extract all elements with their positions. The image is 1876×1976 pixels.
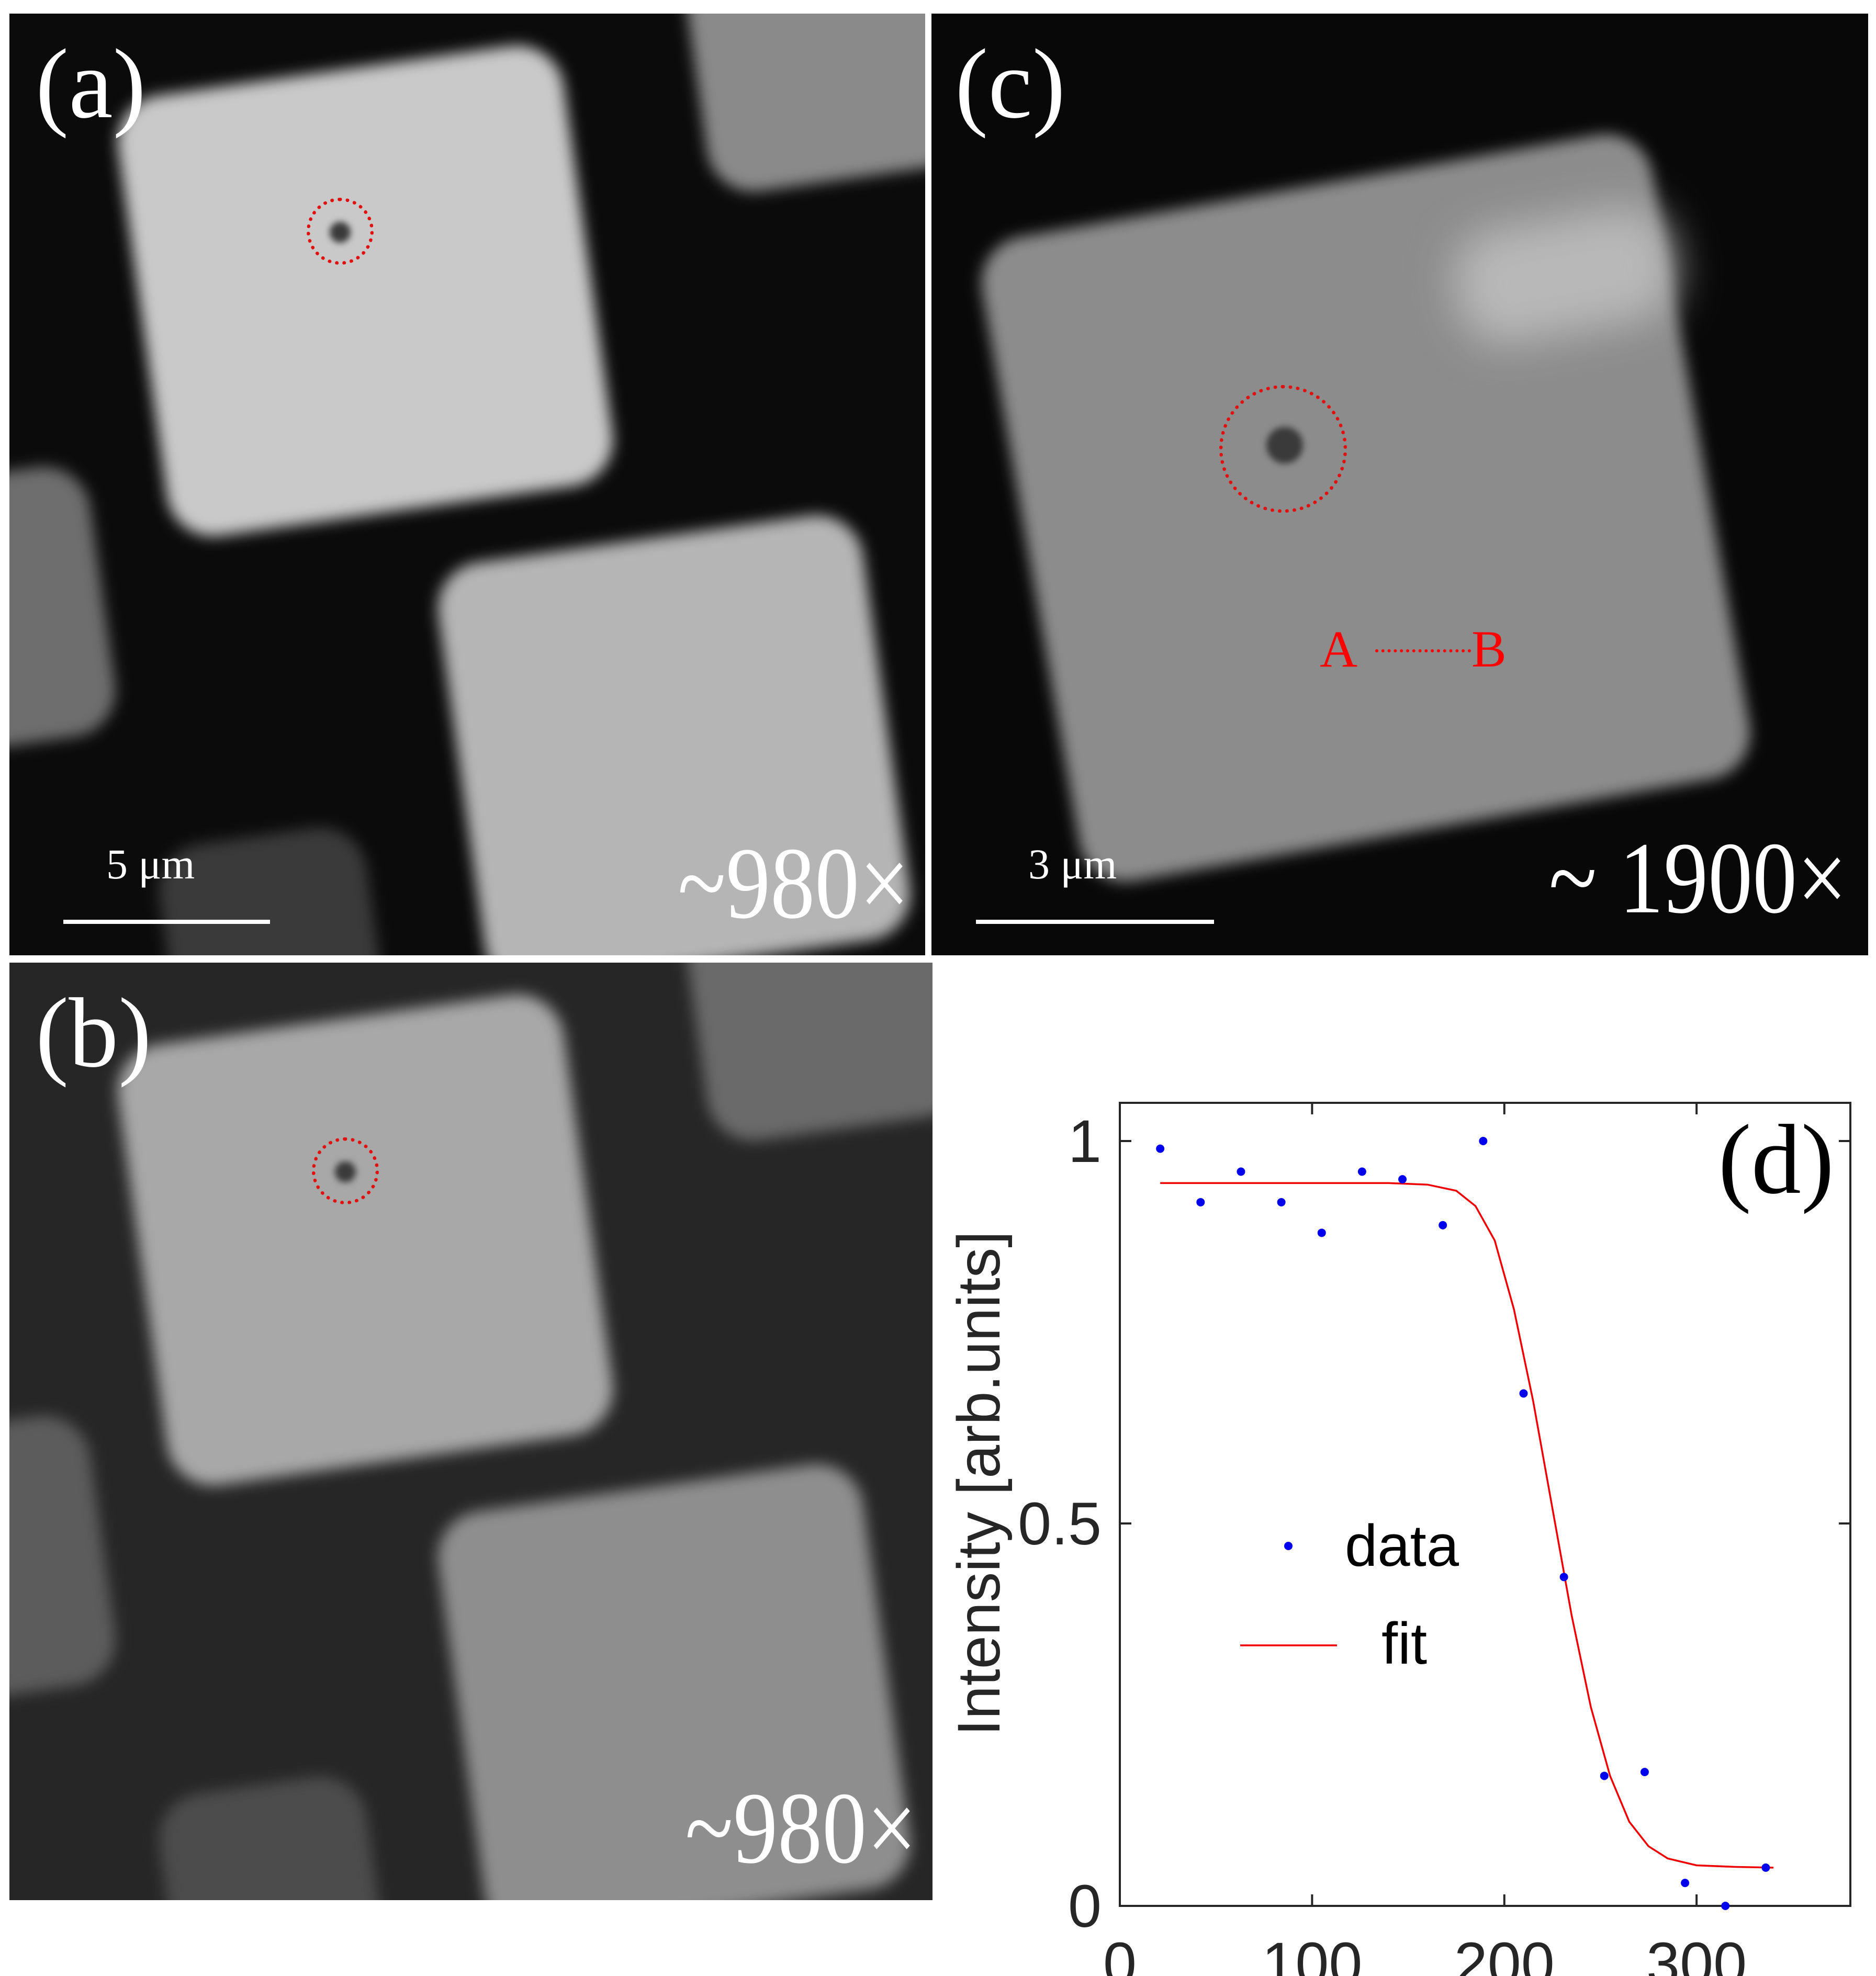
line-profile-marker-a: A <box>1320 620 1358 678</box>
y-tick-label: 0.5 <box>1018 1491 1102 1557</box>
data-point <box>1277 1198 1286 1206</box>
panel-c-sem-image: A B (c) 3 μm ~ 1900× <box>931 14 1868 955</box>
data-point <box>1681 1879 1690 1888</box>
mesh-square <box>111 39 619 543</box>
mesh-square <box>153 1770 389 1900</box>
legend-data-marker <box>1284 1542 1293 1550</box>
scale-bar <box>976 920 1214 924</box>
mesh-square <box>668 14 925 198</box>
axes-frame <box>1119 1102 1851 1907</box>
x-tick-label: 100 <box>1262 1930 1362 1976</box>
data-point <box>1640 1768 1649 1777</box>
magnification-label: ~980× <box>685 1771 917 1885</box>
magnification-label: ~ 1900× <box>1548 821 1847 935</box>
data-point <box>1237 1167 1245 1176</box>
data-point <box>1721 1902 1730 1910</box>
mesh-square <box>668 963 933 1147</box>
defect-circle <box>312 1137 379 1204</box>
data-point <box>1479 1137 1488 1145</box>
legend-data-label: data <box>1345 1513 1459 1578</box>
data-point <box>1196 1198 1205 1206</box>
defect-circle <box>307 198 374 265</box>
data-point <box>1439 1221 1447 1229</box>
panel-label: (c) <box>955 29 1065 139</box>
panel-label: (d) <box>1718 1105 1834 1215</box>
y-tick-label: 1 <box>1068 1108 1102 1175</box>
data-point <box>1398 1175 1407 1184</box>
mesh-square <box>9 460 122 760</box>
scale-bar-label: 5 μm <box>106 840 195 888</box>
line-profile-marker-b: B <box>1471 620 1507 678</box>
data-point <box>1761 1863 1770 1872</box>
panel-label: (b) <box>36 978 152 1088</box>
data-point <box>1156 1144 1165 1153</box>
x-tick-label: 0 <box>1103 1930 1137 1976</box>
panel-a-sem-image: (a) 5 μm ~980× <box>9 14 925 955</box>
fit-curve <box>1160 1182 1774 1869</box>
data-point <box>1559 1573 1568 1582</box>
mesh-square <box>9 1409 122 1709</box>
mesh-square <box>111 988 619 1492</box>
y-axis-label: Intensity [arb.units] <box>946 1231 1013 1736</box>
x-tick-label: 200 <box>1454 1930 1555 1976</box>
x-tick-label: 300 <box>1646 1930 1747 1976</box>
data-point <box>1357 1167 1366 1176</box>
panel-b-sem-image: (b) ~980× <box>9 963 933 1900</box>
scale-bar-label: 3 μm <box>1028 840 1117 888</box>
y-tick-label: 0 <box>1068 1873 1102 1940</box>
legend-fit-label: fit <box>1381 1611 1427 1676</box>
panel-label: (a) <box>36 29 146 139</box>
magnification-label: ~980× <box>678 827 909 940</box>
data-point <box>1600 1771 1609 1780</box>
defect-circle <box>1219 385 1347 513</box>
data-point <box>1519 1389 1528 1398</box>
scale-bar <box>63 920 270 924</box>
line-profile-path <box>1375 649 1471 652</box>
data-point <box>1317 1228 1326 1237</box>
